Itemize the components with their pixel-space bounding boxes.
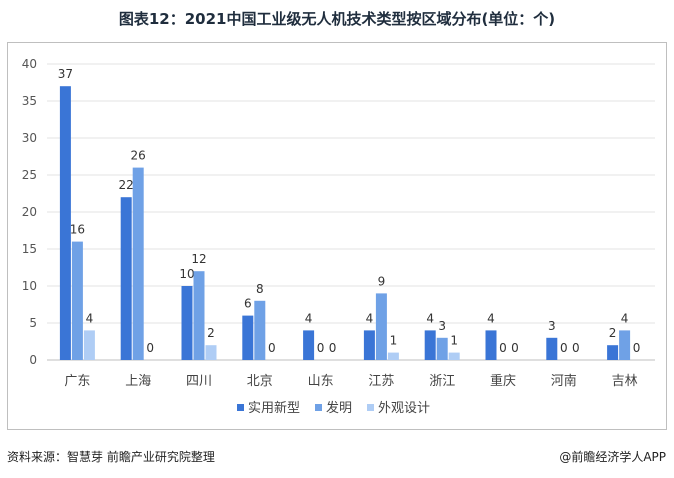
bar [485,330,497,360]
bar [363,330,375,360]
data-label: 0 [560,341,568,355]
bar [424,330,436,360]
data-label: 10 [179,267,194,281]
bar [387,352,399,360]
bar [607,345,619,360]
y-tick-label: 40 [22,57,37,71]
bar [71,241,83,360]
data-label: 9 [378,274,386,288]
legend-swatch [367,404,374,411]
data-label: 0 [633,341,641,355]
data-label: 0 [511,341,519,355]
category-label: 北京 [247,374,273,389]
data-label: 6 [244,297,252,311]
category-label: 江苏 [368,373,394,389]
bar [303,330,315,360]
bar [181,286,193,360]
chart-title: 图表12：2021中国工业级无人机技术类型按区域分布(单位：个) [118,10,556,28]
data-label: 8 [256,282,264,296]
data-label: 4 [366,311,374,325]
data-label: 4 [487,311,495,325]
data-label: 0 [572,341,580,355]
data-label: 0 [499,341,507,355]
y-tick-label: 15 [22,242,37,256]
y-tick-label: 25 [22,168,37,182]
bar [193,271,205,360]
legend-swatch [237,404,244,411]
data-label: 37 [58,67,73,81]
data-label: 0 [317,341,325,355]
bar [546,337,558,360]
bar [120,197,132,360]
data-label: 12 [191,252,206,266]
data-label: 0 [268,341,276,355]
category-label: 吉林 [612,374,638,389]
bar [83,330,95,360]
data-label: 3 [548,319,556,333]
legend-label: 发明 [326,400,352,416]
bar [59,86,71,360]
data-label: 16 [70,223,85,237]
bar [132,167,144,360]
data-label: 2 [609,326,617,340]
data-label: 26 [131,149,146,163]
data-label: 1 [390,334,398,348]
bar [205,345,217,360]
bar [254,300,266,360]
category-label: 广东 [64,374,90,389]
y-tick-label: 10 [22,279,37,293]
data-label: 4 [305,311,313,325]
legend-label: 外观设计 [378,401,430,416]
data-label: 0 [146,341,154,355]
data-label: 3 [438,319,446,333]
data-label: 2 [207,326,215,340]
bar [448,352,460,360]
legend-swatch [315,404,322,411]
data-label: 22 [119,178,134,192]
y-tick-label: 35 [22,94,37,108]
category-label: 重庆 [490,373,516,389]
bar [375,293,387,360]
data-label: 0 [329,341,337,355]
data-label: 4 [86,311,94,325]
bar [436,337,448,360]
y-tick-label: 5 [29,316,37,330]
category-label: 上海 [125,374,151,389]
category-label: 河南 [551,373,577,389]
data-label: 1 [450,334,458,348]
y-tick-label: 30 [22,131,37,145]
data-label: 4 [621,311,629,325]
category-label: 山东 [308,374,334,389]
y-tick-label: 20 [22,205,37,219]
category-label: 浙江 [429,374,455,389]
y-tick-label: 0 [29,353,37,367]
category-label: 四川 [186,374,212,389]
data-label: 4 [426,311,434,325]
chart-frame [7,42,667,430]
legend-label: 实用新型 [248,400,300,416]
source-note: 资料来源：智慧芽 前瞻产业研究院整理 [7,450,215,464]
bar [619,330,631,360]
brand-note: @前瞻经济学人APP [559,450,666,464]
bar [242,315,254,360]
